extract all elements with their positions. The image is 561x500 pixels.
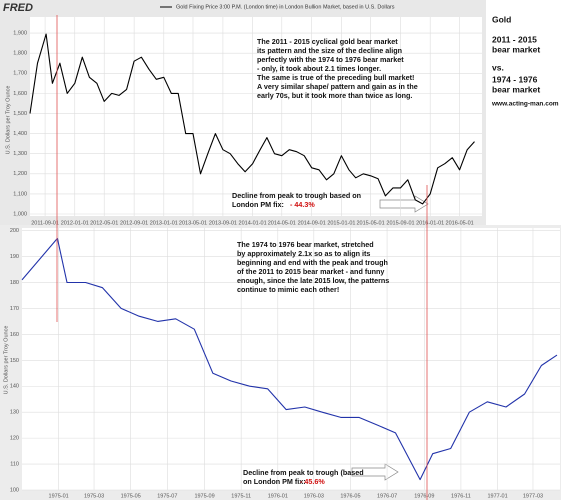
y-axis-label: U.S. Dollars per Troy Ounce [5,86,11,155]
x-tick-label: 2015-09-01 [386,220,414,226]
annotation-text: A very similar shape/ pattern and gain a… [257,82,418,91]
annotation-text: its pattern and the size of the decline … [257,46,402,55]
y-tick-label: 200 [10,228,19,234]
annotation-text: continue to mimic each other! [237,285,339,294]
y-tick-label: 1,300 [13,151,27,157]
x-tick-label: 1977-01 [487,493,507,499]
x-tick-label: 1976-09 [414,493,434,499]
layer: 1,000 1,100 1,200 1,300 1,400 1,500 1,600 1,700… [10,17,560,499]
y-tick-label: 1,600 [13,91,27,97]
bottom-plot-area [22,228,560,490]
annotation-text: Decline from peak to trough based on [232,191,361,200]
x-tick-label: 1975-05 [121,493,141,499]
x-tick-label: 1975-07 [157,493,177,499]
y-tick-label: 100 [10,487,19,493]
annotation-text: enough, since the late 2015 low, the pat… [237,276,389,285]
x-tick-label: 2013-09-01 [209,220,237,226]
x-tick-label: 2016-01-01 [416,220,444,226]
x-tick-label: 1976-01 [268,493,288,499]
annotation-text: The 1974 to 1976 bear market, stretched [237,240,374,249]
y-tick-label: 150 [10,358,19,364]
x-tick-label: 1976-11 [451,493,471,499]
x-tick-label: 1977-03 [523,493,543,499]
annotation-text: perfectly with the 1974 to 1976 bear mar… [257,55,404,64]
logo: FRED [3,2,33,14]
y-tick-label: 140 [10,384,19,390]
x-tick-label: 2015-05-01 [357,220,385,226]
y-tick-label: 180 [10,280,19,286]
y-tick-label: 1,400 [13,131,27,137]
y-tick-label: 1,700 [13,71,27,77]
chart-title: Gold Fixing Price 3:00 P.M. (London time… [176,4,395,10]
y-tick-label: 1,100 [13,191,27,197]
x-tick-label: 2012-09-01 [120,220,148,226]
annotation-text: by approximately 2.1x so as to align its [237,249,370,258]
y-tick-label: 1,900 [13,31,27,37]
side-text: bear market [492,44,540,54]
y-tick-label: 170 [10,306,19,312]
annotation-highlight: - 44.3% [290,200,315,209]
data-line [21,237,558,481]
side-text: 2011 - 2015 [492,34,537,44]
arrow [351,463,399,481]
side-text: 1974 - 1976 [492,74,538,84]
y-tick-label: 130 [10,410,19,416]
x-tick-label: 1976-03 [304,493,324,499]
side-text: bear market [492,84,540,94]
x-tick-label: 1976-07 [377,493,397,499]
x-tick-label: 1975-09 [194,493,214,499]
x-tick-label: 2015-01-01 [327,220,355,226]
x-tick-label: 2013-01-01 [150,220,178,226]
annotation-text: Decline from peak to trough (based [243,468,364,477]
data-line [29,33,475,205]
annotation-text: beginning and end with the peak and trou… [237,258,388,267]
annotation-text: early 70s, but it took more than twice a… [257,91,412,100]
x-tick-label: 1976-05 [340,493,360,499]
x-tick-label: 1975-11 [231,493,251,499]
side-text: www.acting-man.com [491,101,559,108]
y-tick-label: 1,200 [13,171,27,177]
x-tick-label: 2014-05-01 [268,220,296,226]
y-tick-label: 160 [10,332,19,338]
x-tick-label: 2014-09-01 [298,220,326,226]
y-tick-label: 190 [10,254,19,260]
annotation-text: of the 2011 to 2015 bear market - and fu… [237,267,384,276]
x-tick-label: 2012-01-01 [61,220,89,226]
x-tick-label: 2013-05-01 [179,220,207,226]
x-tick-label: 2012-05-01 [90,220,118,226]
annotation-text: London PM fix: [232,200,284,209]
x-tick-label: 1975-01 [49,493,69,499]
annotation-text: on London PM fix: [243,477,306,486]
y-tick-label: 1,500 [13,111,27,117]
y-tick-label: 120 [10,436,19,442]
x-tick-label: 2016-05-01 [446,220,474,226]
x-tick-label: 2011-09-01 [31,220,59,226]
side-text: vs. [492,62,504,72]
y-tick-label: 110 [10,462,19,468]
top-plot-area [30,17,482,216]
y-tick-label: 1,800 [13,51,27,57]
annotation-text: - only, it took about 2.1 times longer. [257,64,381,73]
y-tick-label: 1,000 [13,211,27,217]
side-text: Gold [492,14,511,24]
annotation-highlight: - 45.6% [300,477,325,486]
x-tick-label: 2014-01-01 [239,220,267,226]
annotation-text: The 2011 - 2015 cyclical gold bear marke… [257,37,398,46]
x-tick-label: 1975-03 [84,493,104,499]
annotation-text: The same is true of the preceding bull m… [257,73,414,82]
y-axis-label: U.S. Dollars per Troy Ounce [3,326,9,395]
